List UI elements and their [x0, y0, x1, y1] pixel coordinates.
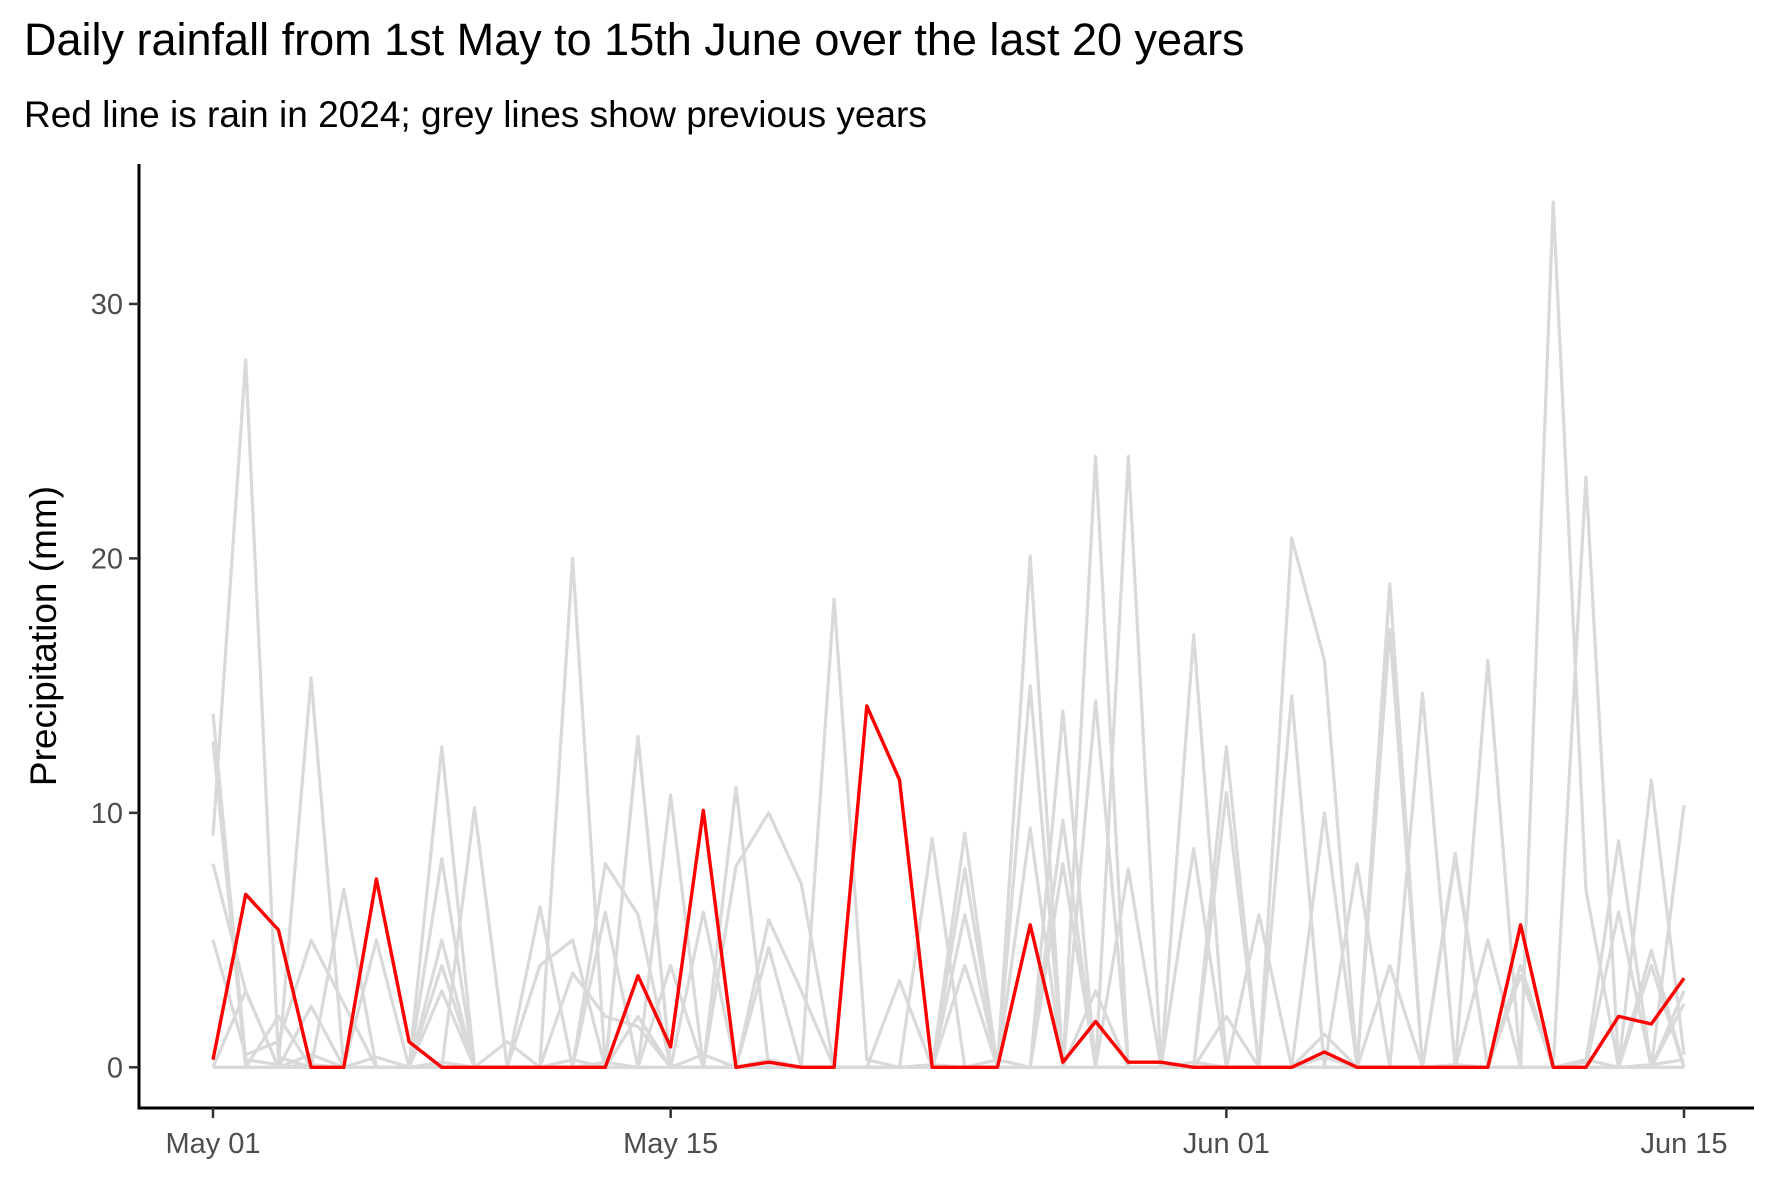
- y-axis-ticks: 0 10 20 30: [91, 289, 139, 1084]
- previous-years-lines: [211, 200, 1686, 1069]
- x-tick-label: May 15: [623, 1128, 718, 1160]
- y-tick-label: 10: [91, 798, 123, 830]
- y-tick-label: 30: [91, 289, 123, 321]
- y-tick-label: 20: [91, 543, 123, 575]
- x-tick-label: May 01: [165, 1128, 260, 1160]
- previous-year-line-2: [211, 200, 1686, 1069]
- rain-2024-line: [211, 704, 1686, 1069]
- y-tick-label: 0: [107, 1052, 123, 1084]
- x-axis-ticks: May 01 May 15 Jun 01 Jun 15: [165, 1108, 1728, 1160]
- x-tick-label: Jun 01: [1183, 1128, 1270, 1160]
- y-axis-title: Precipitation (mm): [23, 486, 64, 786]
- x-tick-label: Jun 15: [1640, 1128, 1727, 1160]
- year-2024-line: [211, 704, 1686, 1069]
- chart-title: Daily rainfall from 1st May to 15th June…: [24, 14, 1245, 65]
- previous-year-line-3: [211, 475, 1686, 1069]
- chart-subtitle: Red line is rain in 2024; grey lines sho…: [24, 94, 927, 135]
